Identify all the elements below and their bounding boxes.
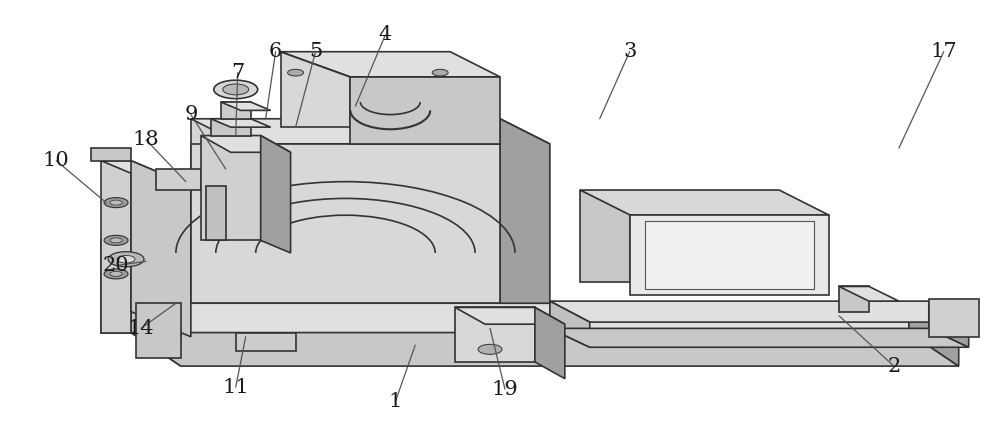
Text: 6: 6 (269, 42, 282, 61)
Circle shape (214, 80, 258, 99)
Polygon shape (101, 161, 131, 333)
Circle shape (104, 235, 128, 245)
Polygon shape (645, 222, 814, 289)
Polygon shape (191, 144, 500, 303)
Polygon shape (101, 161, 191, 186)
Polygon shape (350, 77, 500, 144)
Polygon shape (455, 307, 565, 324)
Polygon shape (131, 303, 959, 337)
Circle shape (104, 197, 128, 208)
Polygon shape (580, 190, 829, 215)
Polygon shape (131, 333, 959, 366)
Polygon shape (550, 328, 969, 347)
Polygon shape (131, 303, 181, 366)
Polygon shape (136, 303, 181, 358)
Polygon shape (839, 287, 869, 311)
Polygon shape (550, 301, 590, 347)
Polygon shape (500, 119, 550, 303)
Polygon shape (630, 215, 829, 295)
Polygon shape (191, 119, 550, 144)
Circle shape (223, 84, 249, 95)
Polygon shape (261, 135, 291, 253)
Polygon shape (211, 119, 271, 127)
Circle shape (108, 252, 144, 267)
Polygon shape (101, 241, 131, 333)
Polygon shape (909, 303, 959, 366)
Text: 11: 11 (222, 378, 249, 397)
Circle shape (110, 238, 122, 243)
Polygon shape (550, 301, 969, 322)
Polygon shape (91, 148, 131, 161)
Text: 1: 1 (389, 392, 402, 411)
Polygon shape (281, 52, 350, 127)
Polygon shape (535, 307, 565, 379)
Polygon shape (151, 265, 181, 337)
Polygon shape (839, 287, 899, 301)
Polygon shape (929, 299, 979, 337)
Text: 5: 5 (309, 42, 322, 61)
Text: 2: 2 (887, 357, 901, 376)
Polygon shape (236, 333, 296, 352)
Polygon shape (206, 186, 226, 241)
Text: 3: 3 (623, 42, 636, 61)
Circle shape (478, 344, 502, 354)
Circle shape (117, 255, 135, 263)
Polygon shape (221, 102, 251, 119)
Text: 14: 14 (128, 319, 154, 338)
Text: 10: 10 (43, 151, 70, 170)
Polygon shape (211, 119, 251, 135)
Polygon shape (281, 52, 500, 77)
Text: 7: 7 (231, 63, 244, 82)
Circle shape (104, 269, 128, 279)
Polygon shape (221, 102, 271, 111)
Text: 17: 17 (930, 42, 957, 61)
Polygon shape (156, 169, 201, 190)
Polygon shape (131, 161, 191, 337)
Polygon shape (580, 190, 630, 282)
Circle shape (110, 200, 122, 205)
Text: 18: 18 (133, 130, 159, 149)
Text: 9: 9 (184, 105, 198, 124)
Text: 4: 4 (379, 25, 392, 44)
Circle shape (432, 69, 448, 76)
Circle shape (110, 271, 122, 276)
Text: 19: 19 (492, 380, 518, 399)
Circle shape (288, 69, 304, 76)
Polygon shape (201, 135, 261, 241)
Polygon shape (101, 241, 181, 265)
Polygon shape (191, 119, 500, 303)
Polygon shape (201, 135, 291, 152)
Polygon shape (929, 301, 969, 347)
Text: 20: 20 (103, 256, 129, 275)
Polygon shape (455, 307, 535, 362)
